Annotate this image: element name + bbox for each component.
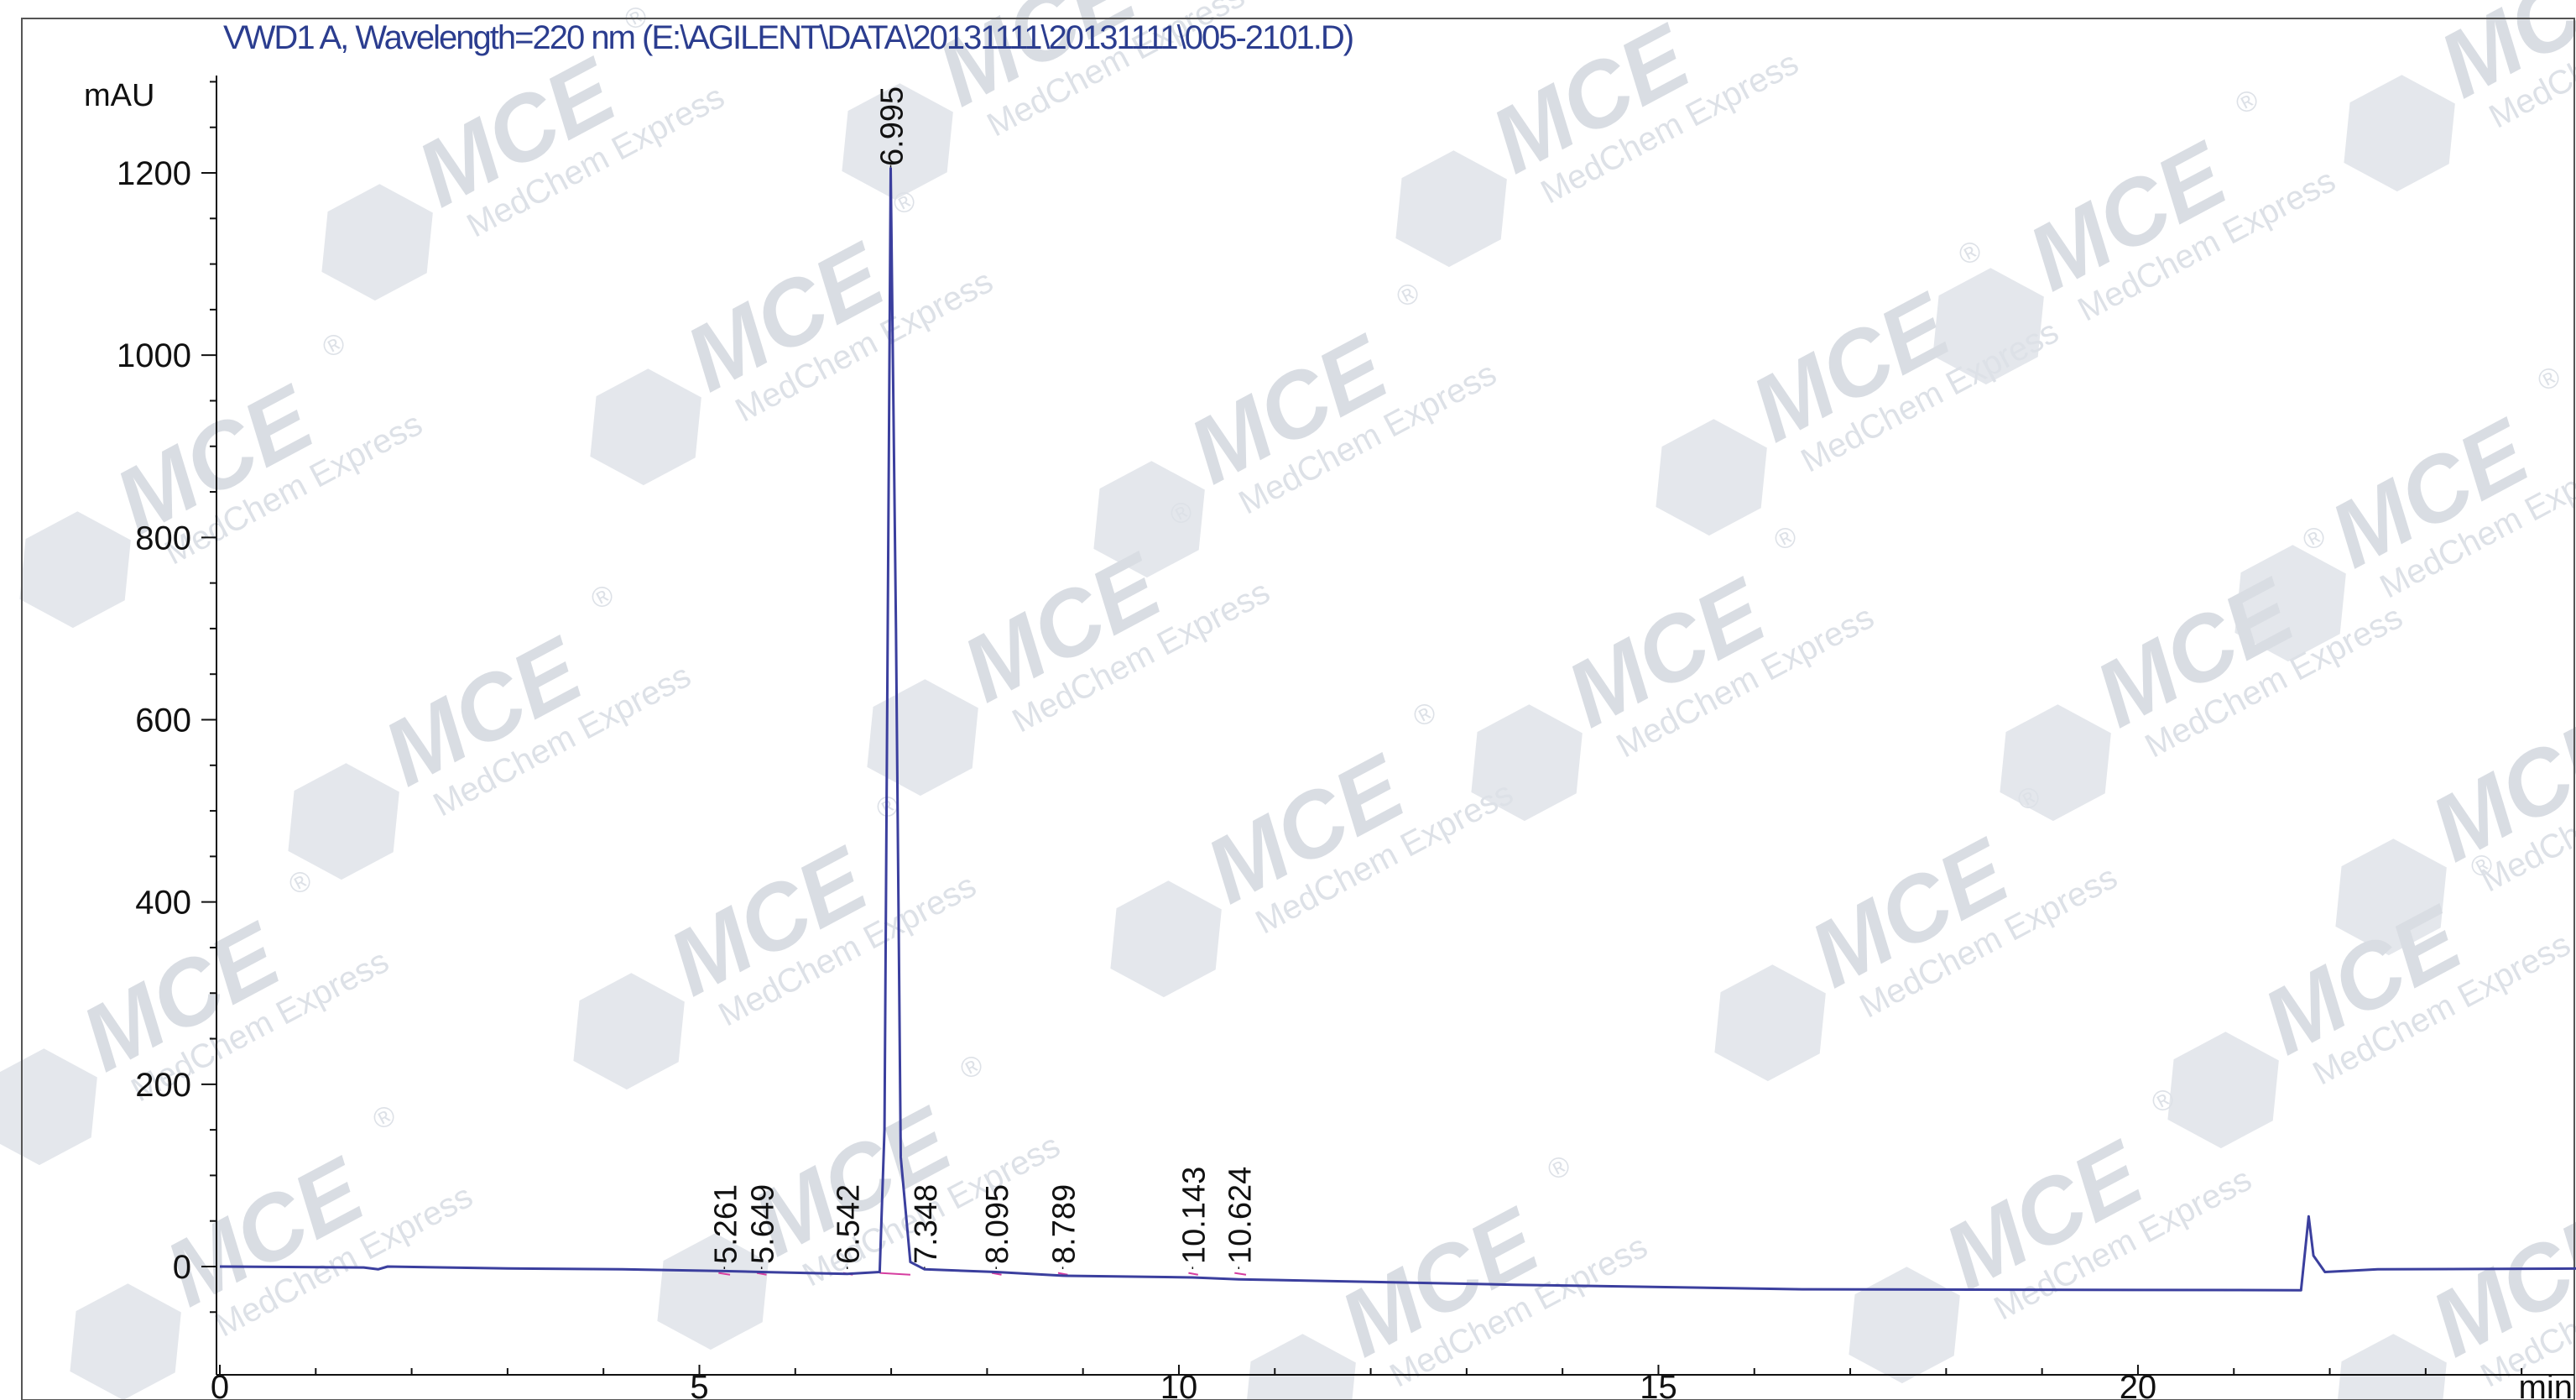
peak-label: 5.261 <box>708 1184 743 1264</box>
x-tick-label: 0 <box>211 1369 229 1400</box>
y-tick-label: 800 <box>135 520 191 556</box>
peak-label: 10.624 <box>1223 1167 1258 1264</box>
y-axis-label: mAU <box>84 78 154 113</box>
peak-label: 5.649 <box>746 1184 781 1264</box>
svg-text:®: ® <box>586 578 619 616</box>
peak-baseline <box>718 1272 731 1276</box>
svg-text:®: ® <box>1408 696 1442 734</box>
peak-label: 8.789 <box>1047 1184 1082 1264</box>
peak-label: 8.095 <box>980 1184 1015 1264</box>
peak-baseline <box>879 1272 911 1276</box>
x-tick-label: 15 <box>1640 1369 1677 1400</box>
y-tick-label: 0 <box>173 1249 191 1286</box>
y-tick-label: 1200 <box>117 155 191 192</box>
peak-label: 6.995 <box>875 86 910 166</box>
x-tick-label: 5 <box>690 1369 708 1400</box>
svg-text:®: ® <box>1391 276 1425 314</box>
svg-text:®: ® <box>1542 1149 1576 1187</box>
x-axis-label: min <box>2519 1369 2573 1400</box>
chart-title: VWD1 A, Wavelength=220 nm (E:\AGILENT\DA… <box>223 19 1353 56</box>
y-tick-label: 200 <box>135 1067 191 1104</box>
peak-label: 7.348 <box>909 1184 944 1264</box>
svg-text:®: ® <box>955 1048 988 1086</box>
svg-text:®: ® <box>1693 0 1727 3</box>
y-tick-label: 600 <box>135 703 191 739</box>
y-axis-ticks: 0 200 400 600 800 1000 1200 <box>117 81 216 1314</box>
x-axis-ticks: 0 5 10 15 20 <box>211 1365 2523 1400</box>
peak-label: 6.542 <box>832 1184 867 1264</box>
peak-baseline <box>1188 1272 1199 1276</box>
x-tick-label: 10 <box>1160 1369 1198 1400</box>
peak-labels: 5.261 5.649 6.542 6.995 7.348 8.095 8.789 10.14… <box>708 86 1258 1269</box>
svg-text:®: ® <box>1953 234 1987 272</box>
peak-label: 10.143 <box>1176 1167 1212 1264</box>
svg-text:®: ® <box>317 326 351 364</box>
chromatogram-trace <box>219 167 2576 1292</box>
x-tick-label: 20 <box>2120 1369 2157 1400</box>
y-tick-label: 1000 <box>117 337 191 374</box>
svg-text:®: ® <box>2532 360 2566 398</box>
y-tick-label: 400 <box>135 885 191 922</box>
peak-baseline <box>1234 1272 1247 1276</box>
peak-baseline <box>756 1272 767 1276</box>
svg-text:®: ® <box>1769 520 1802 557</box>
peak-baseline <box>991 1272 1002 1276</box>
svg-text:®: ® <box>2230 83 2264 121</box>
svg-text:®: ® <box>284 864 317 901</box>
plot-frame <box>21 18 2575 1400</box>
svg-text:®: ® <box>368 1099 401 1136</box>
peak-baseline <box>1057 1272 1068 1276</box>
